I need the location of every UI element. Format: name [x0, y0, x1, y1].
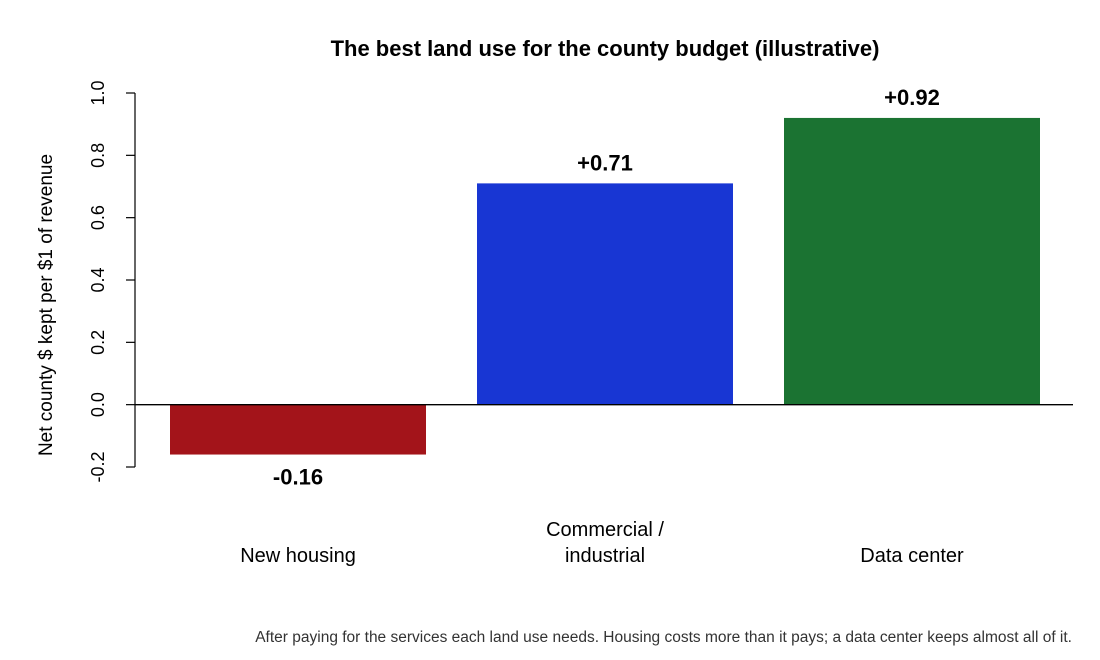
y-tick-label: 0.0 [88, 392, 108, 417]
data-labels: -0.16 +0.71 +0.92 [273, 85, 940, 490]
bar [170, 404, 426, 455]
y-tick-label: 0.6 [88, 205, 108, 230]
category-label: industrial [565, 545, 645, 567]
data-label: +0.92 [884, 85, 940, 110]
y-tick-label: 0.8 [88, 143, 108, 168]
category-label: Commercial / [546, 519, 664, 541]
category-label: Data center [860, 545, 964, 567]
data-label: -0.16 [273, 465, 323, 490]
bar [784, 117, 1040, 405]
bar [477, 183, 733, 405]
y-axis: -0.2 0.0 0.2 0.4 0.6 0.8 1.0 [88, 80, 136, 483]
chart-title: The best land use for the county budget … [331, 36, 880, 61]
category-label: New housing [240, 545, 356, 567]
category-labels: New housing Commercial / industrial Data ce… [240, 519, 964, 567]
footnote: After paying for the services each land … [255, 629, 1072, 646]
y-tick-label: 1.0 [88, 80, 108, 105]
y-axis-label: Net county $ kept per $1 of revenue [36, 154, 57, 456]
data-label: +0.71 [577, 150, 633, 175]
y-tick-label: -0.2 [88, 451, 108, 482]
bars [170, 117, 1040, 455]
y-tick-label: 0.4 [88, 267, 108, 292]
y-tick-label: 0.2 [88, 330, 108, 355]
